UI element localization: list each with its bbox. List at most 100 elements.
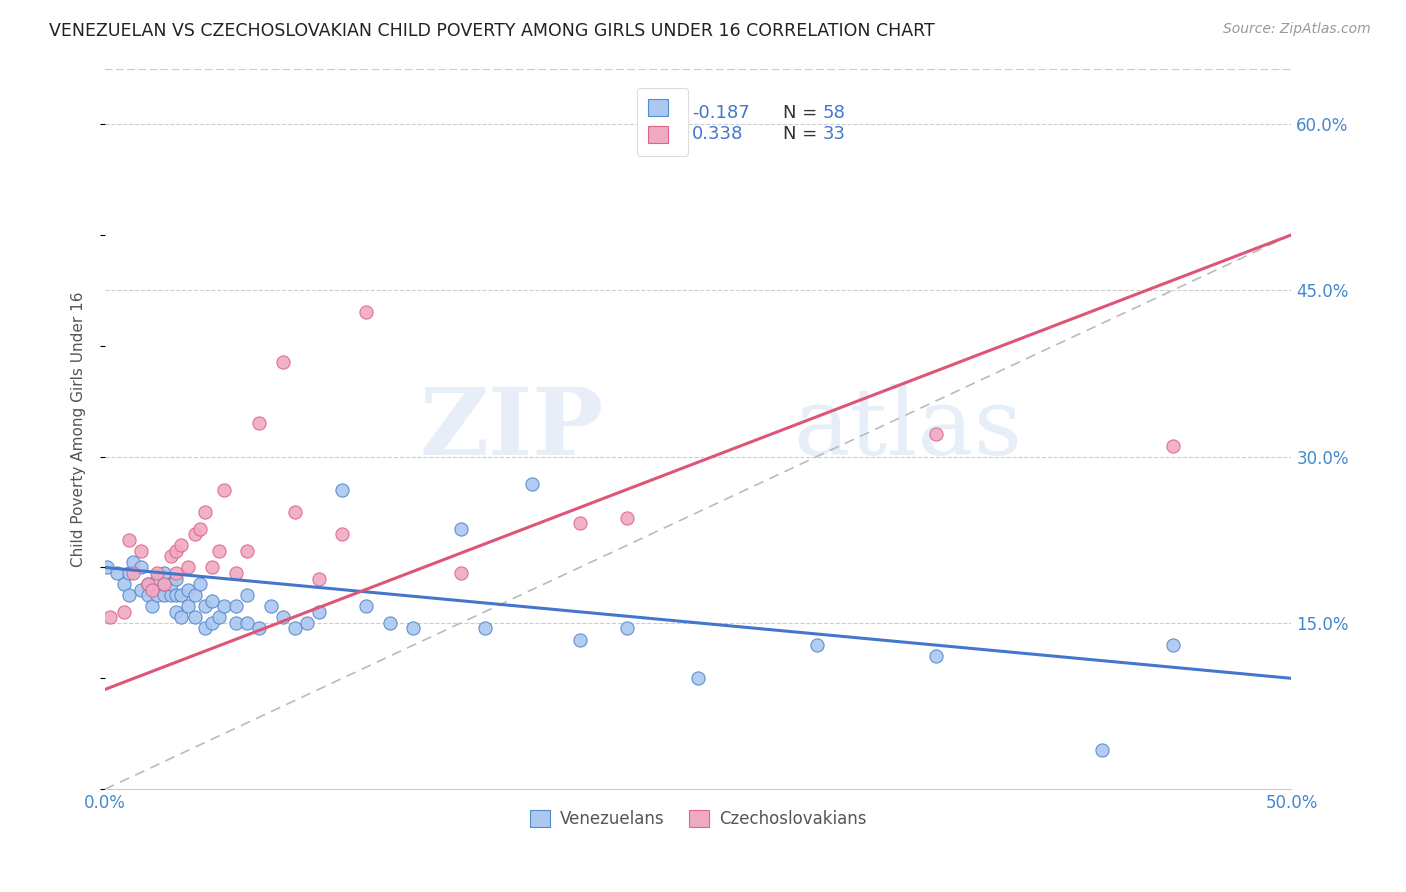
Point [165,544,187,558]
Point [153,577,176,591]
Point [688,671,710,685]
Text: 58: 58 [823,104,845,122]
Point [568,516,591,530]
Point [806,638,828,652]
Point [118,588,141,602]
Point [122,566,145,580]
Text: R =: R = [647,104,686,122]
Text: R =: R = [647,126,686,144]
Point [330,527,353,541]
Point [118,533,141,547]
Point [450,522,472,536]
Point [160,549,183,564]
Point [247,417,270,431]
Point [284,622,307,636]
Legend: Venezuelans, Czechoslovakians: Venezuelans, Czechoslovakians [523,804,873,835]
Point [520,477,543,491]
Y-axis label: Child Poverty Among Girls Under 16: Child Poverty Among Girls Under 16 [72,291,86,566]
Point [188,577,211,591]
Point [284,505,307,519]
Point [208,610,231,624]
Point [184,588,207,602]
Point [165,566,187,580]
Text: -0.187: -0.187 [692,104,749,122]
Point [236,588,259,602]
Point [474,622,496,636]
Point [924,649,946,664]
Point [141,582,163,597]
Point [184,527,207,541]
Point [153,566,176,580]
Point [402,622,425,636]
Point [212,599,235,614]
Point [194,599,217,614]
Point [194,505,217,519]
Point [378,615,401,630]
Point [136,577,159,591]
Point [112,605,135,619]
Text: N =: N = [783,104,824,122]
Point [224,615,246,630]
Point [354,305,377,319]
Point [177,599,200,614]
Point [308,572,330,586]
Point [450,566,472,580]
Point [170,538,193,552]
Point [160,577,183,591]
Point [146,566,169,580]
Point [129,582,152,597]
Point [354,599,377,614]
Point [165,605,187,619]
Point [201,615,224,630]
Point [153,577,176,591]
Point [236,615,259,630]
Point [177,560,200,574]
Point [160,588,183,602]
Point [122,555,145,569]
Point [308,605,330,619]
Point [188,522,211,536]
Point [1161,638,1184,652]
Point [129,544,152,558]
Point [201,560,224,574]
Point [224,599,246,614]
Point [224,566,246,580]
Point [247,622,270,636]
Point [616,510,638,524]
Point [616,622,638,636]
Text: ZIP: ZIP [419,384,603,474]
Point [136,577,159,591]
Point [129,560,152,574]
Point [568,632,591,647]
Point [1091,743,1114,757]
Point [165,588,187,602]
Point [924,427,946,442]
Point [1161,438,1184,452]
Point [146,588,169,602]
Point [236,544,259,558]
Point [153,588,176,602]
Point [330,483,353,497]
Point [98,610,121,624]
Point [136,588,159,602]
Point [201,593,224,607]
Point [105,566,128,580]
Point [118,566,141,580]
Text: VENEZUELAN VS CZECHOSLOVAKIAN CHILD POVERTY AMONG GIRLS UNDER 16 CORRELATION CHA: VENEZUELAN VS CZECHOSLOVAKIAN CHILD POVE… [49,22,935,40]
Point [165,572,187,586]
Point [112,577,135,591]
Text: N =: N = [783,126,824,144]
Text: Source: ZipAtlas.com: Source: ZipAtlas.com [1223,22,1371,37]
Point [177,582,200,597]
Point [271,355,294,369]
Point [260,599,283,614]
Point [170,588,193,602]
Point [96,560,118,574]
Point [271,610,294,624]
Text: 0.338: 0.338 [692,126,744,144]
Text: atlas: atlas [793,384,1022,474]
Point [146,572,169,586]
Point [141,599,163,614]
Text: 33: 33 [823,126,845,144]
Point [212,483,235,497]
